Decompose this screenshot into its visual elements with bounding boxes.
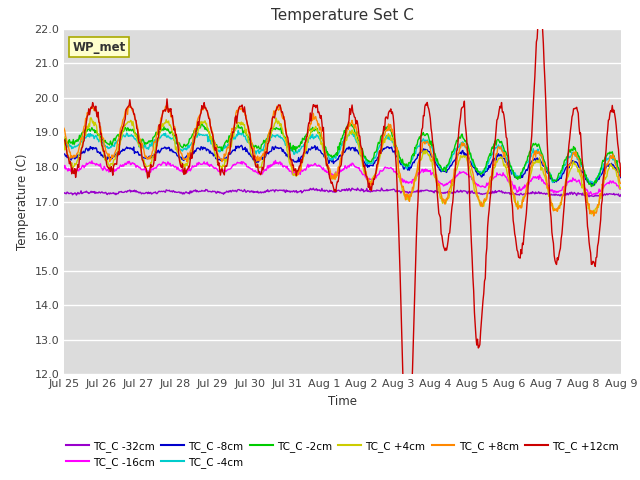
- Line: TC_C -2cm: TC_C -2cm: [64, 123, 621, 187]
- TC_C -2cm: [127, 128, 135, 133]
- TC_C -4cm: [428, 144, 435, 150]
- TC_C -4cm: [411, 149, 419, 155]
- TC_C +12cm: [70, 171, 78, 177]
- TC_C -32cm: [127, 188, 135, 193]
- Line: TC_C -4cm: TC_C -4cm: [64, 131, 621, 183]
- TC_C -32cm: [214, 189, 221, 194]
- TC_C -16cm: [617, 185, 625, 191]
- TC_C -16cm: [271, 157, 279, 163]
- TC_C -16cm: [70, 169, 78, 175]
- TC_C -32cm: [60, 190, 68, 196]
- TC_C -32cm: [70, 191, 78, 197]
- TC_C -8cm: [237, 143, 245, 148]
- TC_C +8cm: [428, 150, 435, 156]
- TC_C -32cm: [378, 185, 385, 191]
- TC_C +12cm: [214, 151, 221, 157]
- TC_C -8cm: [70, 155, 78, 161]
- X-axis label: Time: Time: [328, 395, 357, 408]
- TC_C -8cm: [411, 158, 419, 164]
- TC_C -4cm: [214, 147, 221, 153]
- TC_C -2cm: [60, 137, 68, 143]
- TC_C +8cm: [590, 213, 598, 219]
- TC_C -4cm: [70, 144, 78, 150]
- TC_C +4cm: [70, 163, 78, 169]
- TC_C +4cm: [128, 123, 136, 129]
- Text: WP_met: WP_met: [72, 41, 125, 54]
- Line: TC_C -32cm: TC_C -32cm: [64, 188, 621, 197]
- Y-axis label: Temperature (C): Temperature (C): [16, 153, 29, 250]
- TC_C +4cm: [214, 159, 222, 165]
- Title: Temperature Set C: Temperature Set C: [271, 9, 414, 24]
- TC_C +8cm: [60, 125, 68, 131]
- TC_C +4cm: [617, 185, 625, 191]
- TC_C -16cm: [411, 176, 419, 181]
- TC_C -16cm: [588, 192, 596, 198]
- Line: TC_C -8cm: TC_C -8cm: [64, 145, 621, 185]
- TC_C +4cm: [588, 211, 595, 217]
- TC_C +12cm: [60, 137, 68, 143]
- TC_C -8cm: [591, 182, 598, 188]
- TC_C -2cm: [70, 142, 78, 147]
- TC_C -32cm: [184, 190, 192, 196]
- TC_C +12cm: [428, 125, 435, 131]
- TC_C -8cm: [60, 151, 68, 157]
- TC_C -8cm: [127, 146, 135, 152]
- TC_C +8cm: [214, 153, 222, 159]
- TC_C -8cm: [184, 154, 192, 160]
- TC_C -4cm: [617, 172, 625, 178]
- TC_C +4cm: [428, 158, 435, 164]
- TC_C +4cm: [185, 155, 193, 160]
- TC_C -32cm: [411, 189, 419, 195]
- TC_C -16cm: [428, 172, 435, 178]
- TC_C +8cm: [127, 104, 135, 110]
- TC_C -4cm: [60, 139, 68, 145]
- Line: TC_C -16cm: TC_C -16cm: [64, 160, 621, 195]
- TC_C -32cm: [428, 189, 435, 194]
- TC_C +4cm: [60, 134, 68, 140]
- TC_C +12cm: [536, 8, 544, 13]
- TC_C +8cm: [617, 180, 625, 186]
- TC_C -4cm: [234, 128, 242, 133]
- TC_C +12cm: [617, 174, 625, 180]
- TC_C +8cm: [411, 175, 419, 180]
- TC_C -8cm: [617, 175, 625, 180]
- TC_C -32cm: [617, 192, 625, 198]
- TC_C +12cm: [404, 469, 412, 475]
- TC_C -2cm: [428, 138, 435, 144]
- Line: TC_C +8cm: TC_C +8cm: [64, 105, 621, 216]
- Legend: TC_C -32cm, TC_C -16cm, TC_C -8cm, TC_C -4cm, TC_C -2cm, TC_C +4cm, TC_C +8cm, T: TC_C -32cm, TC_C -16cm, TC_C -8cm, TC_C …: [62, 437, 623, 472]
- TC_C +12cm: [184, 166, 192, 172]
- TC_C -8cm: [214, 156, 221, 162]
- TC_C +12cm: [411, 286, 419, 292]
- TC_C +8cm: [70, 152, 78, 158]
- TC_C -2cm: [214, 144, 222, 150]
- TC_C -2cm: [184, 141, 192, 147]
- TC_C +4cm: [87, 115, 95, 120]
- TC_C +4cm: [411, 176, 419, 182]
- TC_C -16cm: [184, 168, 192, 173]
- TC_C +12cm: [127, 105, 135, 111]
- TC_C -2cm: [617, 170, 625, 176]
- TC_C -8cm: [428, 153, 435, 158]
- TC_C -2cm: [198, 120, 205, 126]
- TC_C -4cm: [590, 180, 598, 186]
- Line: TC_C +4cm: TC_C +4cm: [64, 118, 621, 214]
- TC_C -4cm: [127, 132, 135, 137]
- TC_C -16cm: [60, 165, 68, 171]
- Line: TC_C +12cm: TC_C +12cm: [64, 11, 621, 472]
- TC_C -16cm: [214, 167, 221, 172]
- TC_C -4cm: [184, 143, 192, 148]
- TC_C -32cm: [585, 194, 593, 200]
- TC_C -2cm: [411, 144, 419, 150]
- TC_C -2cm: [588, 184, 595, 190]
- TC_C +8cm: [184, 150, 192, 156]
- TC_C +8cm: [200, 102, 208, 108]
- TC_C -16cm: [127, 161, 135, 167]
